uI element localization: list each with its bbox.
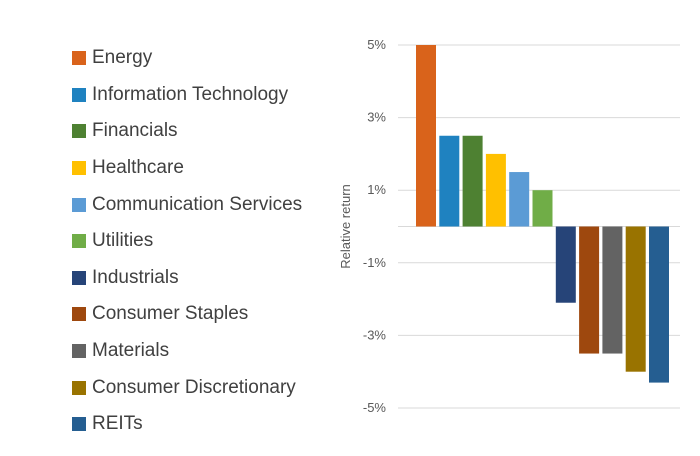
y-tick-label: 5% [367, 37, 386, 52]
legend-label-healthcare: Healthcare [92, 157, 184, 179]
legend-swatch-consumer-discretionary [72, 380, 86, 395]
legend-item-utilities: Utilities [72, 223, 332, 260]
legend-item-healthcare: Healthcare [72, 150, 332, 187]
legend-label-materials: Materials [92, 340, 170, 362]
legend-swatch-financials [72, 124, 86, 139]
legend-label-information-technology: Information Technology [92, 83, 289, 105]
legend-label-reits: REITs [92, 413, 143, 435]
legend-swatch-energy [72, 51, 86, 66]
bar-chart: 5% 3% 1% -1% -3% -5% Relative return [338, 37, 680, 415]
legend-item-materials: Materials [72, 333, 332, 370]
y-axis-title: Relative return [338, 184, 353, 269]
legend-swatch-materials [72, 344, 86, 359]
bar-information-technology [439, 135, 460, 227]
bar-communication-services [509, 172, 530, 227]
legend-label-industrials: Industrials [92, 266, 179, 288]
y-tick-label: 3% [367, 110, 386, 125]
bar-consumer-staples [579, 226, 600, 354]
y-tick-label: -5% [363, 400, 387, 415]
legend-label-consumer-staples: Consumer Staples [92, 303, 249, 325]
legend-label-communication-services: Communication Services [92, 193, 303, 215]
bar-energy [416, 45, 436, 227]
legend-swatch-reits [72, 417, 86, 432]
bar-consumer-discretionary [625, 226, 646, 372]
bar-reits [649, 226, 669, 383]
legend-swatch-industrials [72, 270, 86, 285]
bar-healthcare [485, 153, 506, 227]
legend-item-communication-services: Communication Services [72, 186, 332, 223]
legend-item-financials: Financials [72, 113, 332, 150]
legend-label-utilities: Utilities [92, 230, 154, 252]
legend-label-energy: Energy [92, 47, 153, 69]
legend-swatch-communication-services [72, 197, 86, 212]
legend-swatch-utilities [72, 234, 86, 249]
bar-materials [602, 226, 623, 354]
legend-item-industrials: Industrials [72, 260, 332, 297]
bar-utilities [532, 190, 553, 227]
chart-legend: Energy Information Technology Financials… [72, 40, 332, 443]
legend-swatch-healthcare [72, 161, 86, 176]
bar-industrials [555, 226, 576, 303]
legend-label-financials: Financials [92, 120, 178, 142]
legend-item-energy: Energy [72, 40, 332, 77]
y-tick-label: -1% [363, 255, 387, 270]
legend-item-reits: REITs [72, 406, 332, 443]
y-tick-label: -3% [363, 327, 387, 342]
legend-item-information-technology: Information Technology [72, 77, 332, 114]
legend-item-consumer-discretionary: Consumer Discretionary [72, 369, 332, 406]
bar-financials [462, 135, 483, 227]
legend-item-consumer-staples: Consumer Staples [72, 296, 332, 333]
legend-swatch-consumer-staples [72, 307, 86, 322]
legend-label-consumer-discretionary: Consumer Discretionary [92, 376, 296, 398]
bars [416, 45, 669, 383]
y-tick-label: 1% [367, 182, 386, 197]
legend-swatch-information-technology [72, 87, 86, 102]
y-axis-ticks: 5% 3% 1% -1% -3% -5% [363, 37, 387, 415]
